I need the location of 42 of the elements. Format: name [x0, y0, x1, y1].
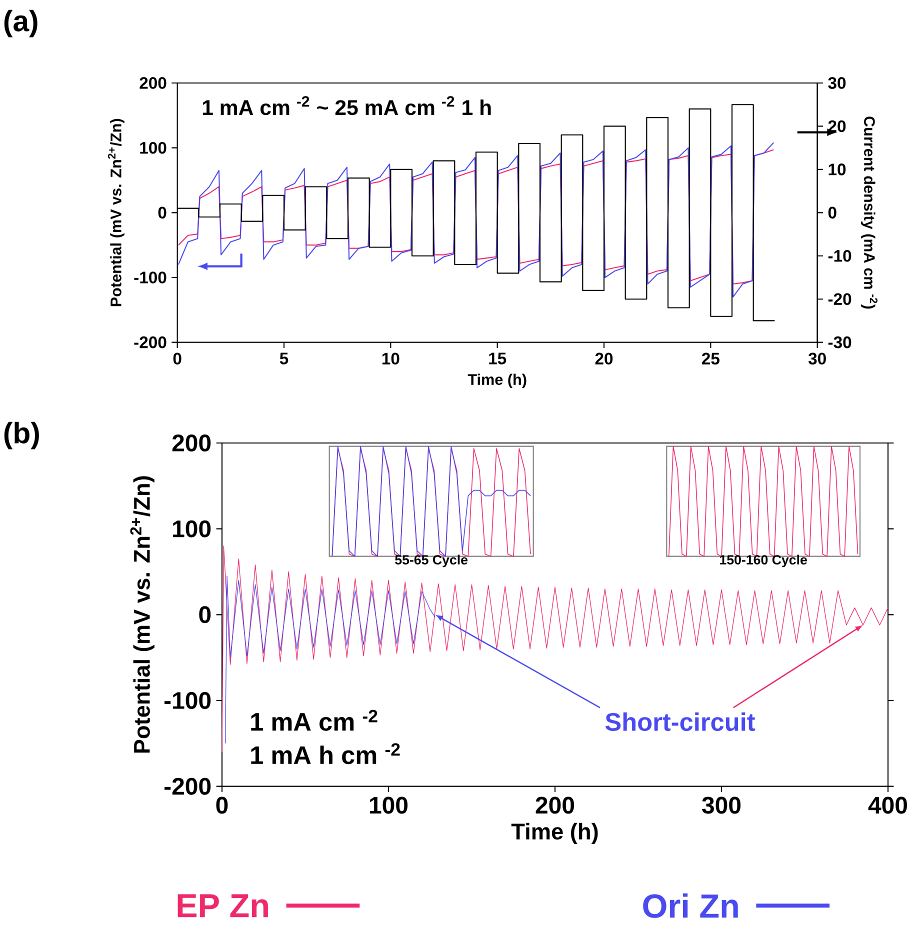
y2-tick-label: -20	[828, 293, 852, 306]
x-axis-title: Time (h)	[511, 822, 598, 844]
legend-label: Ori Zn	[643, 893, 738, 918]
y-tick-label: -100	[164, 692, 211, 709]
x-tick-label: 30	[808, 352, 826, 365]
y2-axis-title: Current density (mA cm $^{-2}$)	[860, 116, 878, 309]
y-tick-label: 200	[140, 77, 166, 89]
x-tick-label: 0	[216, 796, 228, 814]
y-tick-label: 100	[173, 520, 211, 538]
x-tick-label: 15	[489, 352, 506, 364]
y2-tick-label: 0	[828, 206, 836, 219]
y-tick-label: 200	[172, 434, 211, 452]
x-tick-label: 200	[536, 796, 574, 814]
y-tick-label: 0	[158, 206, 166, 219]
annotation: 1 mA cm $^{-2}$	[251, 710, 378, 731]
y-tick-label: 100	[140, 142, 166, 154]
x-axis-title: 150-160 Cycle	[720, 554, 807, 568]
legend-label: EP Zn	[178, 894, 268, 918]
x-tick-label: 100	[370, 796, 408, 814]
y2-tick-label: 10	[828, 164, 846, 176]
annotation: 1 mA cm $^{-2}$ ~ 25 mA cm $^{-2}$ 1 h	[202, 96, 491, 116]
chart-title: (a)	[4, 10, 38, 38]
y-tick-label: 0	[199, 606, 211, 624]
x-tick-label: 5	[280, 352, 288, 364]
y2-tick-label: 30	[828, 77, 846, 89]
annotation: Short-circuit	[605, 712, 755, 731]
y2-tick-label: -30	[828, 336, 852, 348]
y-tick-label: -100	[134, 272, 166, 284]
y-axis-title: Potential (mV vs. Zn$^{2+}$/Zn)	[108, 118, 124, 306]
x-tick-label: 300	[702, 796, 741, 814]
x-tick-label: 20	[595, 352, 613, 365]
y-axis-title: Potential (mV vs. Zn$^{2+}$/Zn)	[130, 476, 154, 753]
x-tick-label: 400	[868, 796, 907, 814]
x-tick-label: 25	[702, 352, 720, 365]
chart-title: (b)	[4, 422, 39, 450]
x-axis-title: Time (h)	[468, 374, 526, 388]
y-tick-label: -200	[164, 778, 211, 795]
annotation: 1 mA h cm $^{-2}$	[251, 743, 400, 764]
x-tick-label: 10	[382, 352, 400, 365]
y2-tick-label: -10	[828, 250, 852, 262]
y-tick-label: -200	[134, 336, 166, 348]
x-axis-title: 55-65 Cycle	[395, 554, 468, 568]
